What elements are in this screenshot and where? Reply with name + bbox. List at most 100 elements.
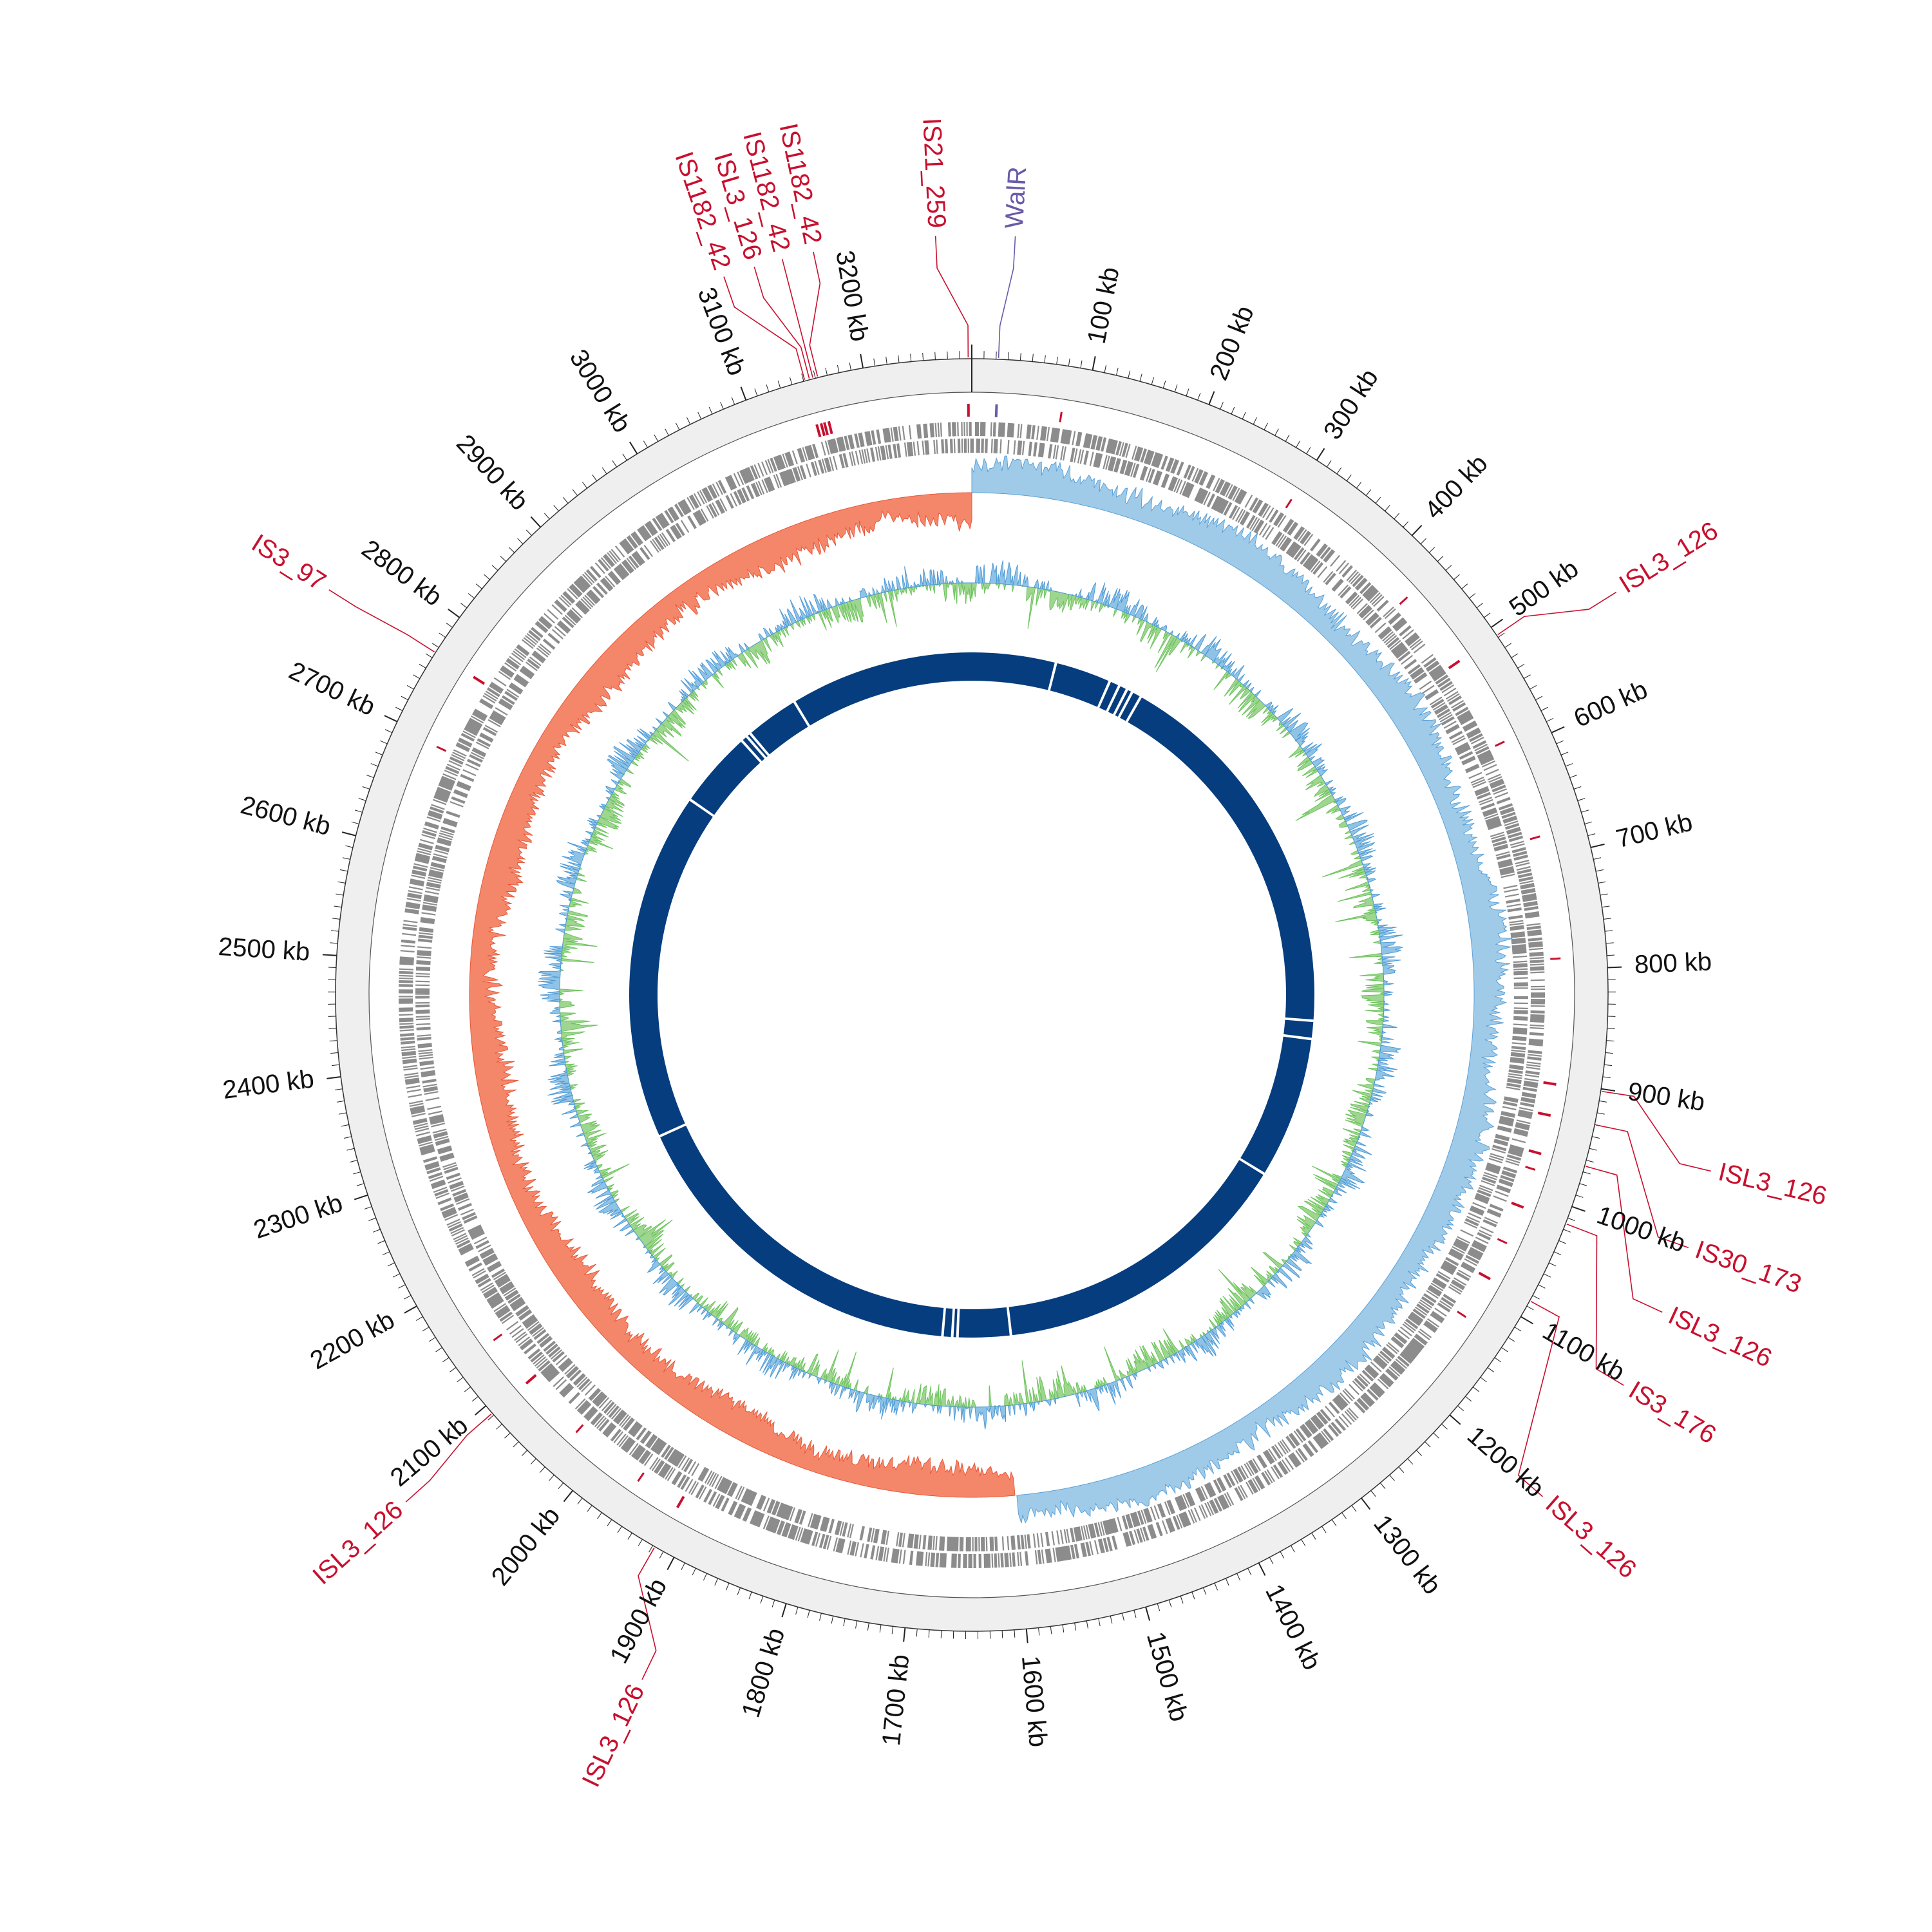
minor-tick (1321, 1526, 1327, 1533)
minor-tick (1269, 1557, 1274, 1564)
minor-tick (1050, 1626, 1052, 1634)
minor-tick (1032, 354, 1034, 362)
collinearity-block (795, 652, 972, 726)
gc-skew-positive (971, 455, 1513, 1524)
minor-tick (1596, 869, 1604, 872)
minor-tick (1577, 798, 1586, 801)
feature-leader-line (809, 251, 821, 377)
minor-tick (1565, 763, 1573, 767)
minor-tick (681, 1562, 685, 1570)
mobile-element-mark (827, 421, 833, 435)
cds-forward-strand (398, 421, 1546, 1569)
minor-tick (697, 412, 702, 420)
mobile-element-track (436, 404, 1561, 1509)
mobile-element-mark (1059, 412, 1063, 422)
minor-tick (1441, 1423, 1448, 1430)
minor-tick (627, 1533, 632, 1540)
minor-tick (419, 663, 426, 668)
minor-tick (831, 1616, 834, 1624)
minor-tick (457, 1377, 464, 1383)
minor-tick (1602, 905, 1610, 908)
minor-tick (513, 1441, 519, 1448)
minor-tick (1543, 1273, 1551, 1278)
minor-tick (1180, 1596, 1184, 1604)
minor-tick (1567, 1217, 1575, 1221)
minor-tick (1203, 1587, 1207, 1595)
collinearity-block (953, 1309, 958, 1338)
collinearity-block (1099, 681, 1119, 711)
minor-tick (1186, 388, 1189, 396)
feature-leader-line (723, 276, 806, 380)
minor-tick (468, 593, 475, 599)
minor-tick (553, 505, 559, 511)
minor-tick (1122, 1613, 1124, 1621)
feature-label: ISL3_126 (1716, 1158, 1830, 1211)
major-tick (475, 1405, 487, 1416)
collinearity-block (629, 800, 713, 1135)
minor-tick (370, 763, 379, 767)
tick-label: 900 kb (1626, 1077, 1707, 1117)
collinearity-block (1009, 1160, 1264, 1336)
minor-tick (1508, 1337, 1515, 1342)
minor-tick (1602, 1076, 1611, 1079)
minor-tick (708, 406, 713, 415)
minor-tick (375, 752, 383, 755)
tick-label: 2000 kb (486, 1502, 566, 1591)
minor-tick (1598, 881, 1606, 884)
collinearity-block (1115, 690, 1132, 717)
minor-tick (1133, 1610, 1137, 1618)
gc-skew-track (469, 455, 1513, 1524)
minor-tick (491, 565, 498, 571)
feature-leader-line (1596, 1124, 1689, 1249)
minor-tick (766, 384, 770, 392)
major-tick (1449, 1414, 1461, 1425)
minor-tick (638, 1539, 643, 1546)
minor-tick (1290, 1545, 1295, 1553)
major-tick (1411, 524, 1423, 536)
tick-label: 200 kb (1204, 302, 1260, 384)
minor-tick (886, 356, 887, 365)
gc-content-low (558, 582, 1385, 1408)
minor-tick (406, 685, 414, 690)
minor-tick (446, 622, 453, 628)
tick-label: 1400 kb (1260, 1580, 1326, 1674)
minor-tick (346, 1148, 355, 1151)
minor-tick (1480, 1377, 1487, 1383)
minor-tick (1236, 1573, 1241, 1581)
minor-tick (488, 1414, 495, 1421)
minor-tick (475, 583, 482, 589)
tick-label: 3000 kb (564, 345, 636, 437)
major-tick (1361, 1497, 1371, 1510)
minor-tick (1231, 406, 1235, 415)
minor-tick (1379, 1482, 1386, 1490)
minor-tick (1600, 893, 1608, 896)
feature-leader-line (405, 1414, 492, 1502)
mobile-element-mark (1285, 498, 1293, 509)
mobile-element-mark (815, 424, 822, 437)
minor-tick (843, 1618, 846, 1627)
major-tick (563, 1490, 574, 1502)
minor-tick (1191, 1591, 1195, 1600)
minor-tick (1532, 1295, 1540, 1300)
minor-tick (1589, 1148, 1597, 1151)
mobile-element-mark (1399, 596, 1408, 605)
minor-tick (873, 358, 876, 366)
tick-label: 2400 kb (221, 1065, 316, 1104)
feature-leader-line (1566, 1224, 1624, 1386)
minor-tick (415, 1316, 423, 1321)
minor-tick (358, 798, 366, 801)
minor-tick (1575, 1195, 1584, 1198)
minor-tick (731, 397, 735, 405)
minor-tick (1558, 1240, 1566, 1244)
feature-leader-line (1517, 1301, 1560, 1497)
feature-leader-line (1602, 1090, 1712, 1172)
minor-tick (1086, 1620, 1088, 1629)
minor-tick (1573, 786, 1582, 790)
minor-tick (1530, 685, 1537, 690)
mobile-element-mark (1495, 741, 1505, 747)
collinearity-track (629, 652, 1314, 1338)
major-tick (1551, 726, 1565, 734)
tick-label: 300 kb (1318, 364, 1384, 444)
minor-tick (1420, 538, 1426, 545)
minor-tick (1168, 1600, 1172, 1607)
